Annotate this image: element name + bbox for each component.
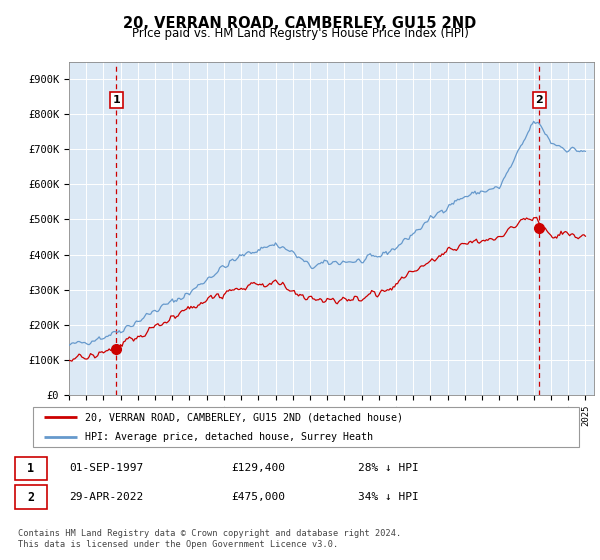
Text: 29-APR-2022: 29-APR-2022 — [70, 492, 144, 502]
Text: £475,000: £475,000 — [231, 492, 285, 502]
FancyBboxPatch shape — [33, 407, 579, 447]
Text: 1: 1 — [27, 461, 34, 474]
Text: HPI: Average price, detached house, Surrey Heath: HPI: Average price, detached house, Surr… — [85, 432, 373, 442]
Text: 20, VERRAN ROAD, CAMBERLEY, GU15 2ND: 20, VERRAN ROAD, CAMBERLEY, GU15 2ND — [124, 16, 476, 31]
Text: Price paid vs. HM Land Registry's House Price Index (HPI): Price paid vs. HM Land Registry's House … — [131, 27, 469, 40]
Text: 34% ↓ HPI: 34% ↓ HPI — [358, 492, 418, 502]
Text: 2: 2 — [27, 491, 34, 503]
Text: 01-SEP-1997: 01-SEP-1997 — [70, 463, 144, 473]
FancyBboxPatch shape — [15, 486, 47, 509]
Text: 1: 1 — [112, 95, 120, 105]
Text: 2: 2 — [536, 95, 544, 105]
Text: 28% ↓ HPI: 28% ↓ HPI — [358, 463, 418, 473]
FancyBboxPatch shape — [15, 456, 47, 480]
Text: 20, VERRAN ROAD, CAMBERLEY, GU15 2ND (detached house): 20, VERRAN ROAD, CAMBERLEY, GU15 2ND (de… — [85, 412, 403, 422]
Text: £129,400: £129,400 — [231, 463, 285, 473]
Text: Contains HM Land Registry data © Crown copyright and database right 2024.
This d: Contains HM Land Registry data © Crown c… — [18, 529, 401, 549]
